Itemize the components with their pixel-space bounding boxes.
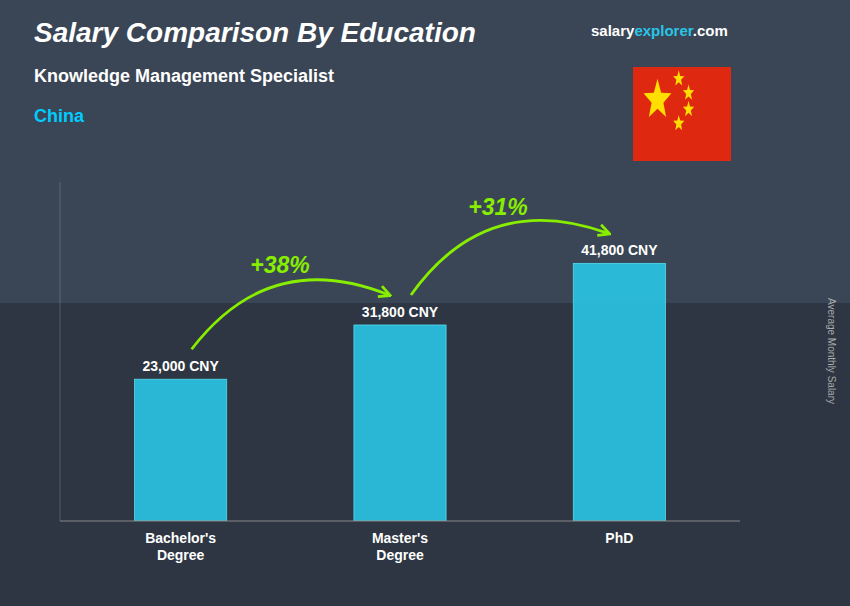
x-axis-line <box>60 521 740 522</box>
background-bottom <box>0 303 850 606</box>
change-label: +38% <box>250 252 309 278</box>
x-tick-label: PhD <box>605 530 633 546</box>
bar <box>573 263 665 521</box>
source-part: .com <box>693 22 728 39</box>
bars <box>135 263 666 521</box>
x-tick-label-line: Master's <box>372 530 428 546</box>
x-tick-label-line: PhD <box>605 530 633 546</box>
background <box>0 0 850 606</box>
flag-star <box>673 70 684 85</box>
bar <box>354 325 446 521</box>
flag-star <box>673 115 684 130</box>
flag <box>633 67 731 161</box>
bar <box>135 379 227 521</box>
country: China <box>34 106 85 126</box>
change-arrow <box>411 220 608 295</box>
x-tick-label-line: Bachelor's <box>145 530 216 546</box>
flag-field <box>633 67 731 161</box>
source-part: salary <box>591 22 635 39</box>
data-label: 31,800 CNY <box>362 304 439 320</box>
x-tick-label: Bachelor'sDegree <box>145 530 216 563</box>
background-top <box>0 0 850 303</box>
source-part: explorer <box>634 22 693 39</box>
x-tick-label: Master'sDegree <box>372 530 428 563</box>
y-axis-label: Average Monthly Salary <box>826 298 837 404</box>
data-label: 23,000 CNY <box>143 358 220 374</box>
title: Salary Comparison By Education <box>34 17 476 48</box>
flag-star <box>683 84 694 99</box>
data-label: 41,800 CNY <box>581 242 658 258</box>
subtitle: Knowledge Management Specialist <box>34 66 334 86</box>
x-tick-label-line: Degree <box>157 547 205 563</box>
flag-star <box>683 101 694 116</box>
chart-container: Bachelor'sDegreeMaster'sDegreePhD23,000 … <box>0 0 850 606</box>
y-axis-line <box>60 182 61 521</box>
source: salaryexplorer.com <box>591 22 728 39</box>
flag-star <box>644 79 672 117</box>
change-label: +31% <box>468 194 527 220</box>
chart-svg: Bachelor'sDegreeMaster'sDegreePhD23,000 … <box>0 0 850 606</box>
change-arrow <box>192 280 389 350</box>
x-tick-label-line: Degree <box>376 547 424 563</box>
page: {"chart_data": {"type": "bar", "title": … <box>0 0 850 606</box>
